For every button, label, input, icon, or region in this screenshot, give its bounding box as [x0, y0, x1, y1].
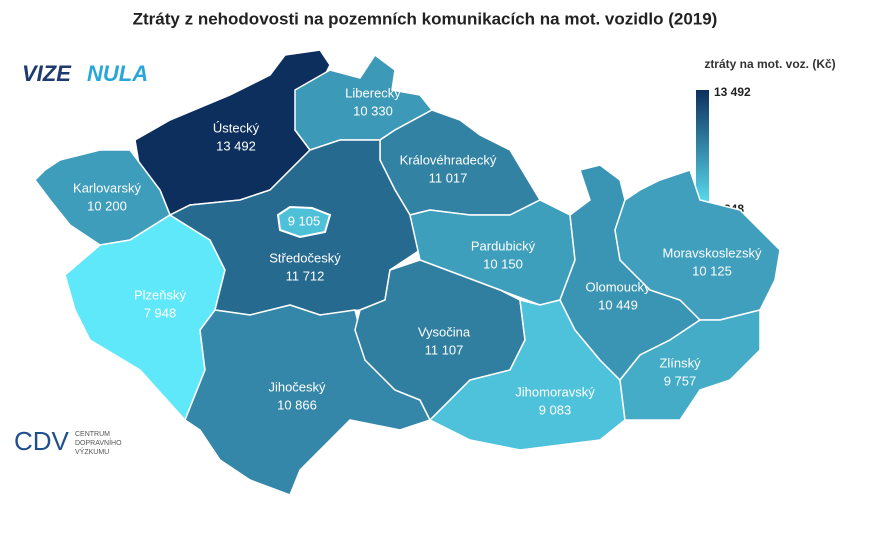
- region-value: 10 330: [353, 103, 393, 118]
- region-value: 10 449: [598, 297, 638, 312]
- region-value: 10 150: [483, 256, 523, 271]
- region-name: Středočeský: [269, 250, 341, 265]
- region: [34, 149, 171, 246]
- legend-gradient: [696, 90, 709, 212]
- region-value: 9 083: [539, 402, 572, 417]
- logo-vize: VIZE: [22, 61, 72, 86]
- logo-cdv-line: CENTRUM: [75, 431, 110, 438]
- title: Ztráty z nehodovosti na pozemních komuni…: [133, 9, 718, 28]
- region: [614, 169, 781, 321]
- region-name: Jihomoravský: [515, 384, 595, 399]
- region-value: 10 125: [692, 263, 732, 278]
- region-name: Olomoucký: [585, 279, 651, 294]
- region: [619, 309, 761, 421]
- region-value: 11 712: [286, 268, 325, 283]
- legend-title: ztráty na mot. voz. (Kč): [704, 57, 835, 71]
- region-name: Ústecký: [213, 120, 260, 135]
- region-value: 10 200: [87, 198, 127, 213]
- region-name: Jihočeský: [268, 379, 326, 394]
- region-value: 11 107: [425, 342, 464, 357]
- region-name: Moravskoslezský: [663, 245, 762, 260]
- region-value: 11 017: [429, 170, 468, 185]
- region: [276, 205, 332, 239]
- legend-max: 13 492: [714, 85, 751, 99]
- region-name: Liberecký: [345, 85, 401, 100]
- logo-nula: NULA: [87, 61, 148, 86]
- region-value: 7 948: [144, 305, 177, 320]
- logo-cdv-line: VÝZKUMU: [75, 447, 109, 456]
- region-name: Karlovarský: [73, 180, 141, 195]
- region-name: Plzeňský: [134, 287, 187, 302]
- region-value: 10 866: [277, 397, 317, 412]
- region: [184, 304, 432, 496]
- region-name: Zlínský: [659, 355, 701, 370]
- logo-cdv-line: DOPRAVNÍHO: [75, 438, 122, 447]
- region-value: 9 105: [288, 213, 321, 228]
- region-name: Královéhradecký: [400, 152, 497, 167]
- region-value: 9 757: [664, 373, 697, 388]
- region-name: Pardubický: [471, 238, 536, 253]
- region-value: 13 492: [216, 138, 256, 153]
- logo-cdv: CDV: [14, 426, 70, 456]
- region-name: Vysočina: [418, 324, 471, 339]
